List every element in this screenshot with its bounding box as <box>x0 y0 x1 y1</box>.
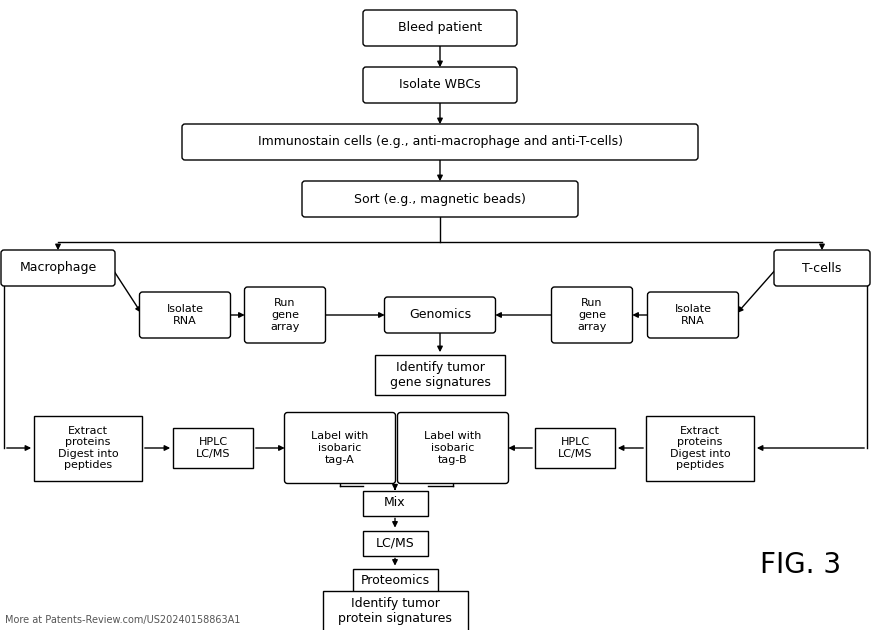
Text: HPLC
LC/MS: HPLC LC/MS <box>558 437 592 459</box>
Text: Isolate
RNA: Isolate RNA <box>674 304 712 326</box>
FancyBboxPatch shape <box>774 250 870 286</box>
Text: Identify tumor
gene signatures: Identify tumor gene signatures <box>390 361 490 389</box>
FancyBboxPatch shape <box>552 287 633 343</box>
Text: FIG. 3: FIG. 3 <box>760 551 841 579</box>
FancyBboxPatch shape <box>385 297 495 333</box>
Text: Isolate
RNA: Isolate RNA <box>166 304 203 326</box>
FancyBboxPatch shape <box>140 292 231 338</box>
Bar <box>353 568 437 593</box>
Bar <box>535 428 615 468</box>
FancyBboxPatch shape <box>182 124 698 160</box>
Text: Isolate WBCs: Isolate WBCs <box>400 79 480 91</box>
Bar <box>322 591 467 630</box>
Text: Sort (e.g., magnetic beads): Sort (e.g., magnetic beads) <box>354 193 526 205</box>
FancyBboxPatch shape <box>245 287 326 343</box>
Text: Run
gene
array: Run gene array <box>577 299 606 331</box>
Text: HPLC
LC/MS: HPLC LC/MS <box>195 437 231 459</box>
Text: Mix: Mix <box>385 496 406 510</box>
Bar <box>646 416 754 481</box>
Bar <box>173 428 253 468</box>
Bar <box>34 416 142 481</box>
FancyBboxPatch shape <box>284 413 395 483</box>
Bar <box>363 530 428 556</box>
Text: Genomics: Genomics <box>409 309 471 321</box>
Text: Run
gene
array: Run gene array <box>270 299 300 331</box>
Text: Label with
isobaric
tag-A: Label with isobaric tag-A <box>312 432 369 464</box>
Text: T-cells: T-cells <box>803 261 841 275</box>
Text: Proteomics: Proteomics <box>361 575 429 588</box>
FancyBboxPatch shape <box>363 10 517 46</box>
Text: Immunostain cells (e.g., anti-macrophage and anti-T-cells): Immunostain cells (e.g., anti-macrophage… <box>258 135 622 149</box>
FancyBboxPatch shape <box>302 181 578 217</box>
Text: LC/MS: LC/MS <box>376 537 414 549</box>
Text: Bleed patient: Bleed patient <box>398 21 482 35</box>
Text: Identify tumor
protein signatures: Identify tumor protein signatures <box>338 597 452 625</box>
Text: Macrophage: Macrophage <box>19 261 97 275</box>
FancyBboxPatch shape <box>363 67 517 103</box>
Text: Extract
proteins
Digest into
peptides: Extract proteins Digest into peptides <box>670 426 730 471</box>
FancyBboxPatch shape <box>1 250 115 286</box>
Bar <box>375 355 505 395</box>
Text: Extract
proteins
Digest into
peptides: Extract proteins Digest into peptides <box>58 426 118 471</box>
Bar <box>363 491 428 515</box>
Text: More at Patents-Review.com/US20240158863A1: More at Patents-Review.com/US20240158863… <box>5 615 240 625</box>
FancyBboxPatch shape <box>648 292 738 338</box>
Text: Label with
isobaric
tag-B: Label with isobaric tag-B <box>424 432 481 464</box>
FancyBboxPatch shape <box>398 413 509 483</box>
